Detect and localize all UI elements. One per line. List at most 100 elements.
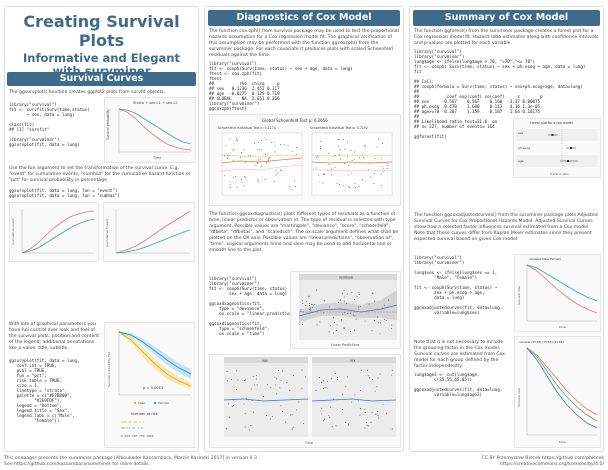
residual-dot	[378, 322, 380, 324]
residual-dot	[316, 156, 318, 158]
residual-dot	[266, 161, 268, 163]
residual-dot	[274, 376, 276, 378]
note-text: Note that it is not necessary to include…	[414, 340, 505, 369]
residual-dot	[267, 383, 269, 385]
legend-male: Male	[138, 401, 145, 405]
residual-dot	[336, 330, 337, 332]
km-plot-basic: Strata + sex=1 + sex=2 Survival probabil…	[104, 97, 196, 163]
residual-dot	[384, 304, 385, 306]
residual-dot	[348, 185, 350, 187]
residual-dot	[353, 158, 355, 160]
residual-dot	[347, 424, 349, 426]
residual-dot	[293, 180, 295, 182]
adj-xlabel-2: time	[559, 440, 566, 444]
forest-label-sex: sex	[518, 131, 523, 135]
residual-dot	[261, 149, 263, 151]
residual-dot	[232, 149, 234, 151]
residual-dot	[338, 154, 340, 156]
residual-dot	[364, 320, 366, 322]
residual-dot	[350, 331, 352, 332]
residual-dot	[345, 303, 347, 305]
residual-dot	[350, 312, 352, 314]
residual-dot	[300, 310, 302, 312]
residual-dot	[376, 146, 378, 148]
residual-dot	[300, 309, 302, 311]
residual-dot	[359, 389, 361, 391]
residual-dot	[342, 293, 343, 295]
residual-dot	[330, 378, 332, 380]
residual-dot	[280, 169, 282, 171]
residual-dot	[335, 425, 337, 427]
residual-dot	[358, 308, 360, 310]
residual-dot	[301, 387, 303, 389]
residual-dot	[331, 174, 333, 176]
residual-dot	[224, 175, 226, 177]
residual-dot	[334, 166, 336, 168]
cum-hazard-curve-2	[115, 229, 191, 254]
residual-dot	[354, 299, 355, 300]
residual-dot	[254, 143, 256, 144]
residual-dot	[318, 174, 320, 176]
residual-dot	[231, 405, 233, 407]
residual-dot	[354, 394, 356, 396]
residual-dot	[321, 413, 323, 415]
residual-dot	[264, 179, 266, 180]
residual-dot	[259, 158, 261, 160]
residual-dot	[350, 150, 352, 151]
residual-dot	[323, 173, 325, 175]
residual-dot	[357, 306, 359, 308]
residual-dot	[259, 149, 261, 151]
residual-dot	[370, 421, 372, 423]
residual-dot	[381, 165, 383, 167]
residual-dot	[343, 312, 345, 314]
residual-dot	[290, 414, 292, 416]
residual-dot	[236, 140, 238, 141]
residual-dot	[364, 408, 366, 410]
residual-dot	[257, 142, 259, 143]
residual-dot	[244, 412, 246, 414]
residual-dot	[281, 370, 283, 372]
risk-table-title: Number at risk	[131, 412, 159, 416]
forest-title: Forest plot for a cox model	[530, 121, 573, 125]
section-header-survival-curves: Survival Curves	[7, 72, 196, 86]
residual-dot	[391, 374, 393, 376]
residual-dot	[282, 411, 283, 413]
residual-dot	[342, 393, 343, 395]
residual-dot	[321, 382, 323, 384]
residual-dot	[371, 411, 373, 413]
residual-dot	[292, 426, 294, 428]
residual-dot	[347, 174, 349, 176]
curves-code-2: ggsurvplot(fit, data = lung, fun = "even…	[9, 188, 120, 198]
cum-hazard-curve-1	[115, 210, 191, 254]
residual-dot	[328, 331, 330, 333]
residual-dot	[270, 141, 272, 143]
adj-legend-age: variable (35,55] (55,65] (65,85]	[519, 340, 564, 344]
residual-dot	[285, 421, 287, 423]
residual-dot	[359, 414, 361, 416]
residual-dot	[236, 186, 238, 188]
residual-dot	[289, 390, 291, 391]
residual-dot	[294, 186, 296, 187]
residual-dot	[377, 316, 379, 318]
residual-dot	[253, 411, 255, 413]
residual-dot	[322, 380, 324, 382]
residual-dot	[292, 414, 294, 416]
km-ylabel: Survival probability	[106, 109, 110, 140]
residual-dot	[273, 181, 275, 182]
title-block: Creating Survival Plots Informative and …	[4, 6, 199, 78]
residual-dot	[378, 138, 380, 140]
residual-dot	[292, 375, 294, 377]
custom-survival-plot: Survival probability (%) p = 0.0013 Male…	[104, 322, 195, 448]
residual-dot	[379, 333, 381, 335]
residual-dot	[241, 179, 242, 180]
residual-dot	[345, 385, 347, 387]
residual-dot	[229, 138, 231, 140]
residual-dot	[256, 162, 258, 164]
residual-dot	[364, 427, 366, 429]
cumulative-hazard-plot: Cumulative hazard	[103, 202, 195, 262]
residual-dot	[372, 379, 374, 381]
residual-dot	[298, 401, 300, 403]
residual-dot	[229, 181, 231, 183]
residual-dot	[357, 400, 359, 402]
residual-dot	[354, 315, 356, 317]
